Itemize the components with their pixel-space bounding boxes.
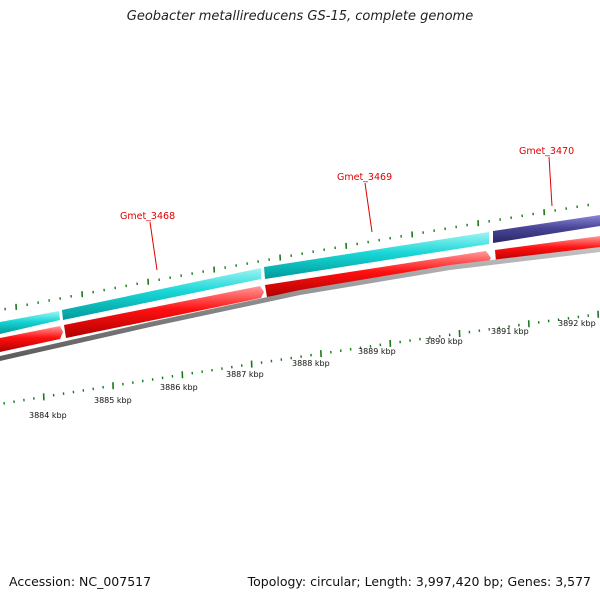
kbp-label-3886: 3886 kbp [160,383,198,392]
gene-label-3: Gmet_3470 [519,146,574,157]
gene-arrow-3 [265,251,491,297]
gene-label-1: Gmet_3468 [120,211,175,222]
map-title: Geobacter metallireducens GS-15, complet… [126,9,474,24]
cds-segment-3 [264,232,489,279]
kbp-tick-track [3,310,600,405]
genome-summary-text: Topology: circular; Length: 3,997,420 bp… [247,574,591,589]
gene-label-2: Gmet_3469 [337,172,392,183]
gene-leader-2 [364,182,373,233]
gene-arrow-4 [495,236,600,262]
accession-text: Accession: NC_007517 [9,574,152,589]
kbp-label-3891: 3891 kbp [491,327,529,336]
gene-leader-3 [548,156,553,207]
kbp-label-3888: 3888 kbp [292,359,330,368]
kbp-label-3884: 3884 kbp [29,411,67,420]
gene-arrow-1 [0,326,63,352]
gene-track [0,236,600,352]
cds-segment-4 [493,215,600,243]
kbp-label-3887: 3887 kbp [226,370,264,379]
gene-leader-1 [149,221,158,271]
genome-backbone [0,247,600,361]
cds-track [0,215,600,334]
kbp-label-3890: 3890 kbp [425,337,463,346]
kbp-label-3885: 3885 kbp [94,396,132,405]
cds-segment-2 [62,268,261,320]
cds-segment-1 [0,311,60,334]
gene-arrow-2 [64,286,264,338]
kbp-label-3889: 3889 kbp [358,347,396,356]
kbp-label-3892: 3892 kbp [558,319,596,328]
outer-tick-track [4,203,589,311]
